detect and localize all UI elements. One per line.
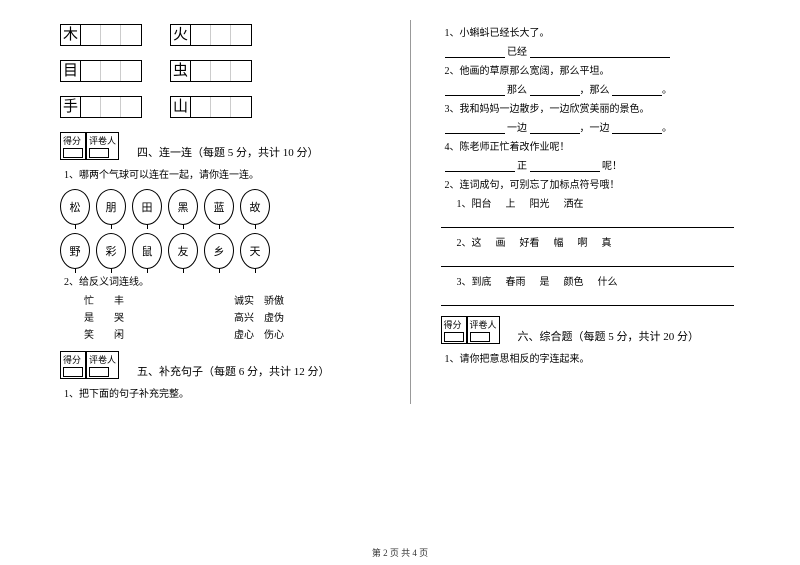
s6-q1: 1、请你把意思相反的字连起来。 (445, 350, 761, 365)
r-q1: 1、小蝌蚪已经长大了。 (445, 24, 761, 39)
column-divider (410, 20, 411, 404)
r-q2main: 2、连词成句，可别忘了加标点符号哦！ (445, 176, 761, 191)
s4-q1: 1、哪两个气球可以连在一起，请你连一连。 (64, 166, 380, 181)
grader-label: 评卷人 (86, 132, 119, 160)
score-label: 得分 (60, 351, 86, 379)
balloon[interactable]: 黑 (168, 189, 198, 225)
balloon[interactable]: 彩 (96, 233, 126, 269)
section-5-title: 五、补充句子（每题 6 分，共计 12 分） (137, 363, 330, 379)
r-q3-fill[interactable]: 一边 ，一边 。 (445, 119, 761, 134)
section-6-title: 六、综合题（每题 5 分，共计 20 分） (518, 328, 700, 344)
balloon[interactable]: 松 (60, 189, 90, 225)
balloon[interactable]: 故 (240, 189, 270, 225)
answer-line[interactable] (441, 255, 735, 267)
antonym-row: 是哭高兴虚伪 (84, 309, 380, 324)
antonym-row: 忙丰诚实骄傲 (84, 292, 380, 307)
r-q1-fill[interactable]: 已经 (445, 43, 761, 58)
balloon[interactable]: 乡 (204, 233, 234, 269)
section-4-head: 得分 评卷人 四、连一连（每题 5 分，共计 10 分） (60, 132, 380, 160)
balloon[interactable]: 友 (168, 233, 198, 269)
r-q4: 4、陈老师正忙着改作业呢！ (445, 138, 761, 153)
r-q3: 3、我和妈妈一边散步，一边欣赏美丽的景色。 (445, 100, 761, 115)
score-label: 得分 (441, 316, 467, 344)
char-grid-1: 木 (60, 24, 142, 46)
antonym-q: 2、给反义词连线。 (64, 273, 380, 288)
antonym-row: 笑闲虚心伤心 (84, 326, 380, 341)
balloon[interactable]: 鼠 (132, 233, 162, 269)
balloon[interactable]: 天 (240, 233, 270, 269)
balloon[interactable]: 蓝 (204, 189, 234, 225)
sentence-2-words: 2、这画好看幅啊真 (457, 234, 761, 249)
grader-label: 评卷人 (467, 316, 500, 344)
grader-label: 评卷人 (86, 351, 119, 379)
section-6-head: 得分 评卷人 六、综合题（每题 5 分，共计 20 分） (441, 316, 761, 344)
char-grid-4: 虫 (170, 60, 252, 82)
balloon[interactable]: 田 (132, 189, 162, 225)
r-q2: 2、他画的草原那么宽阔，那么平坦。 (445, 62, 761, 77)
balloon[interactable]: 野 (60, 233, 90, 269)
balloon[interactable]: 朋 (96, 189, 126, 225)
section-4-title: 四、连一连（每题 5 分，共计 10 分） (137, 144, 319, 160)
char-grid-3: 目 (60, 60, 142, 82)
page-footer: 第 2 页 共 4 页 (0, 546, 800, 559)
r-q2-fill[interactable]: 那么 ，那么 。 (445, 81, 761, 96)
s5-q1: 1、把下面的句子补充完整。 (64, 385, 380, 400)
answer-line[interactable] (441, 294, 735, 306)
char-grid-2: 火 (170, 24, 252, 46)
sentence-3-words: 3、到底春雨是颜色什么 (457, 273, 761, 288)
char-grid-5: 手 (60, 96, 142, 118)
r-q4-fill[interactable]: 正 呢！ (445, 157, 761, 172)
sentence-1-words: 1、阳台上阳光洒在 (457, 195, 761, 210)
section-5-head: 得分 评卷人 五、补充句子（每题 6 分，共计 12 分） (60, 351, 380, 379)
answer-line[interactable] (441, 216, 735, 228)
score-label: 得分 (60, 132, 86, 160)
char-grid-6: 山 (170, 96, 252, 118)
balloon-row-bottom: 野 彩 鼠 友 乡 天 (60, 233, 380, 269)
balloon-row-top: 松 朋 田 黑 蓝 故 (60, 189, 380, 225)
